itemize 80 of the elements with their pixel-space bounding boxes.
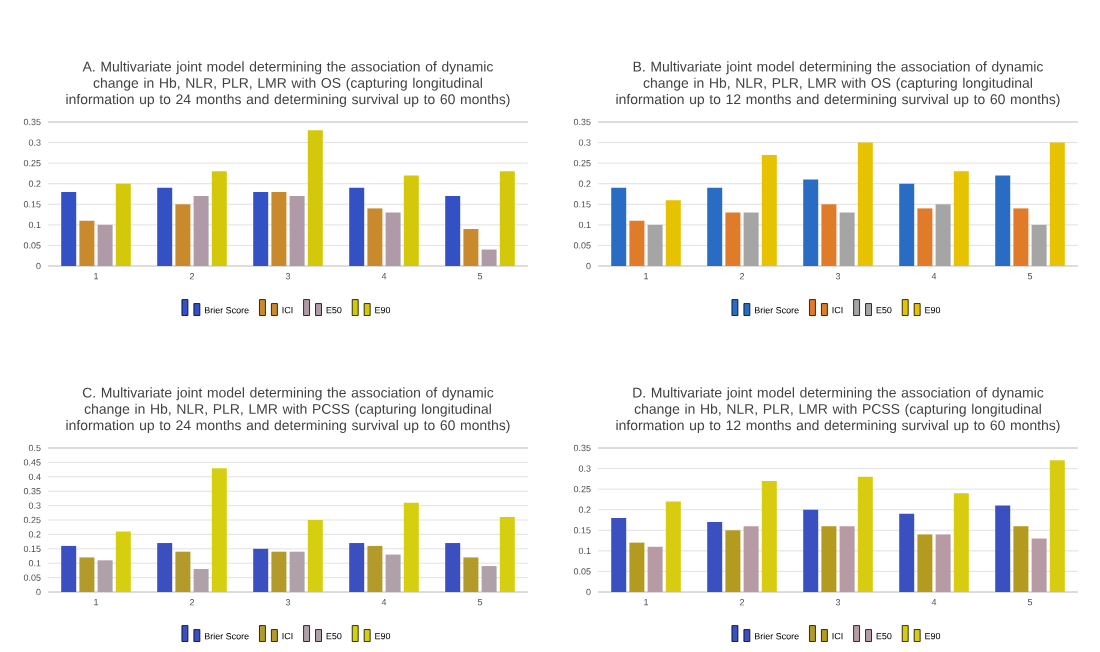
- bar: [157, 543, 173, 592]
- bar: [211, 468, 227, 592]
- bar: [857, 142, 873, 266]
- bar: [289, 551, 305, 592]
- bar: [349, 543, 365, 592]
- bar: [839, 212, 855, 266]
- bar: [481, 249, 497, 266]
- bar: [271, 551, 287, 592]
- bar: [611, 187, 627, 266]
- bar: [115, 183, 131, 266]
- bar: [629, 542, 645, 592]
- bar: [803, 179, 819, 266]
- bar: [499, 517, 515, 592]
- bar: [1049, 460, 1065, 592]
- bar: [995, 175, 1011, 266]
- bar: [271, 191, 287, 266]
- bar: [761, 480, 777, 592]
- bar: [307, 519, 323, 592]
- bar: [79, 557, 95, 592]
- bar: [115, 531, 131, 592]
- bar: [743, 212, 759, 266]
- bar: [307, 130, 323, 266]
- bar: [349, 187, 365, 266]
- bar: [611, 517, 627, 592]
- bar: [79, 220, 95, 266]
- bar: [725, 212, 741, 266]
- bar: [917, 208, 933, 266]
- bar: [953, 493, 969, 592]
- bar: [499, 171, 515, 266]
- bar: [899, 183, 915, 266]
- bar: [289, 196, 305, 266]
- bar: [821, 204, 837, 266]
- bar: [61, 545, 77, 592]
- bar: [193, 196, 209, 266]
- bar: [629, 220, 645, 266]
- bar: [175, 204, 191, 266]
- bar: [253, 191, 269, 266]
- bar: [97, 224, 113, 266]
- bar: [1031, 538, 1047, 592]
- bar: [743, 526, 759, 592]
- bar: [445, 196, 461, 266]
- bar: [803, 509, 819, 592]
- bar: [385, 212, 401, 266]
- bar: [61, 191, 77, 266]
- bar: [253, 548, 269, 592]
- bar: [1031, 224, 1047, 266]
- bar: [1049, 142, 1065, 266]
- bar: [761, 154, 777, 266]
- bar: [367, 208, 383, 266]
- bar: [463, 228, 479, 266]
- bar: [385, 554, 401, 592]
- bar: [647, 224, 663, 266]
- bar: [995, 505, 1011, 592]
- bar: [403, 175, 419, 266]
- bar: [1013, 208, 1029, 266]
- bar: [857, 476, 873, 592]
- bar: [707, 522, 723, 592]
- bar: [481, 566, 497, 592]
- bar: [839, 526, 855, 592]
- bar: [665, 200, 681, 266]
- bar: [935, 204, 951, 266]
- bar: [647, 546, 663, 592]
- bar: [175, 551, 191, 592]
- bar: [707, 187, 723, 266]
- bar: [953, 171, 969, 266]
- bar: [211, 171, 227, 266]
- bar: [97, 560, 113, 592]
- bar: [665, 501, 681, 592]
- bar: [899, 513, 915, 592]
- bar: [157, 187, 173, 266]
- bar: [403, 502, 419, 592]
- bar: [367, 545, 383, 592]
- bar: [463, 557, 479, 592]
- bar: [821, 526, 837, 592]
- bar: [445, 543, 461, 592]
- bar: [1013, 526, 1029, 592]
- bar: [935, 534, 951, 592]
- bar: [725, 530, 741, 592]
- bar: [917, 534, 933, 592]
- bar: [193, 568, 209, 592]
